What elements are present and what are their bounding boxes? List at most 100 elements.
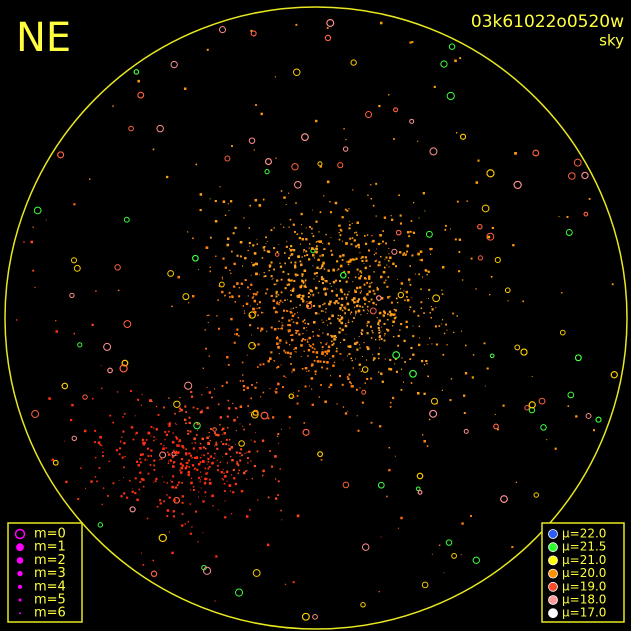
star (211, 462, 214, 465)
star (175, 437, 179, 440)
star (181, 464, 184, 467)
star (344, 312, 346, 315)
star (205, 495, 206, 497)
star (302, 332, 304, 335)
star (97, 441, 101, 444)
star (405, 254, 407, 256)
star (162, 406, 165, 409)
star (357, 309, 361, 313)
star (198, 491, 200, 493)
star (153, 469, 156, 471)
star (101, 455, 104, 457)
star (311, 363, 314, 366)
star (343, 270, 346, 273)
star (279, 265, 283, 268)
star (116, 391, 119, 393)
star (458, 251, 461, 253)
star (77, 498, 80, 501)
star (440, 323, 442, 325)
star (320, 278, 323, 281)
star (300, 297, 304, 300)
star (150, 570, 158, 577)
star (247, 295, 249, 297)
star (345, 298, 347, 300)
brightness-label: μ=21.5 (562, 540, 606, 554)
star (223, 295, 226, 297)
star (348, 319, 350, 321)
star (265, 158, 272, 166)
star (394, 455, 396, 457)
star (208, 391, 211, 394)
star (289, 300, 292, 303)
star (378, 324, 380, 326)
star (345, 305, 347, 307)
star (321, 277, 324, 281)
star (312, 350, 315, 354)
star (308, 292, 310, 295)
star (247, 462, 249, 464)
star (373, 254, 375, 256)
star (277, 480, 280, 483)
star (182, 293, 190, 301)
star (300, 224, 302, 226)
star (253, 252, 257, 255)
star (315, 247, 319, 251)
star (354, 338, 355, 340)
star (375, 339, 377, 341)
star (394, 265, 397, 268)
star (151, 400, 153, 403)
star (484, 385, 486, 387)
star (199, 457, 202, 459)
star (213, 457, 215, 460)
star (101, 445, 103, 447)
star (139, 461, 142, 464)
star (206, 463, 208, 465)
star (278, 302, 281, 304)
star (341, 328, 344, 332)
star (338, 331, 341, 334)
star (61, 382, 69, 390)
star (349, 258, 353, 262)
star (238, 335, 240, 337)
star (283, 349, 286, 352)
star (390, 301, 393, 304)
star (285, 376, 287, 378)
star (339, 342, 341, 344)
star (82, 394, 88, 400)
star (353, 297, 356, 300)
star (256, 243, 259, 245)
star (356, 388, 358, 391)
star (365, 278, 367, 280)
star (290, 308, 292, 310)
star (379, 242, 381, 245)
star (312, 235, 315, 238)
star (336, 260, 339, 263)
star (288, 324, 292, 327)
star (222, 469, 224, 471)
star (188, 459, 190, 462)
star (248, 241, 251, 245)
star (383, 335, 385, 337)
star (559, 329, 566, 336)
star (372, 354, 373, 356)
star (331, 335, 334, 338)
star (242, 471, 246, 475)
star (308, 301, 312, 304)
star (269, 266, 271, 269)
star (71, 403, 74, 407)
star (275, 295, 278, 298)
star (256, 450, 259, 453)
star (349, 313, 352, 315)
star (384, 358, 386, 360)
star (347, 263, 350, 266)
star (303, 251, 305, 253)
star (321, 319, 323, 321)
star (291, 314, 295, 318)
star (226, 243, 230, 247)
star (565, 229, 573, 236)
star (339, 309, 341, 311)
star (223, 432, 226, 435)
star (246, 354, 248, 356)
star (313, 272, 316, 275)
